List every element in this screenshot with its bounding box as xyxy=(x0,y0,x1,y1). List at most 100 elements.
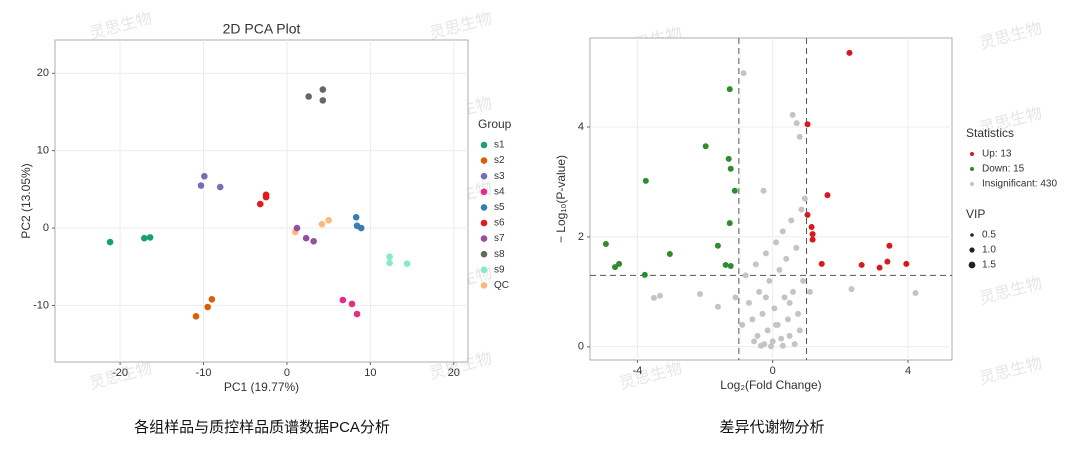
point xyxy=(795,310,802,317)
point xyxy=(781,294,788,301)
legend-label: Insignificant: 430 xyxy=(982,179,1057,190)
point xyxy=(757,342,764,349)
point xyxy=(208,296,216,303)
point xyxy=(818,260,825,267)
watermark: 灵思生物 xyxy=(977,274,1043,308)
watermark: 灵思生物 xyxy=(87,9,153,43)
legend-swatch xyxy=(480,235,488,242)
point xyxy=(106,238,114,246)
legend-swatch xyxy=(480,219,488,227)
point xyxy=(310,237,317,245)
point xyxy=(742,272,749,279)
legend-swatch xyxy=(480,250,488,258)
point xyxy=(762,250,769,257)
point xyxy=(762,294,769,301)
caption: 差异代谢物分析 xyxy=(719,419,824,436)
point xyxy=(353,310,361,318)
legend-label: s8 xyxy=(494,249,505,260)
legend-label: Up: 13 xyxy=(982,149,1012,160)
legend-swatch xyxy=(480,172,488,180)
point xyxy=(714,242,721,249)
legend-swatch xyxy=(970,182,974,186)
caption: 各组样品与质控样品质谱数据PCA分析 xyxy=(134,419,390,436)
point xyxy=(796,327,803,334)
x-axis-label: PC1 (19.77%) xyxy=(224,380,299,394)
point xyxy=(201,172,208,180)
y-axis-label: − Log₁₀(P-value) xyxy=(554,155,568,243)
x-tick-label: 10 xyxy=(364,367,376,379)
point xyxy=(809,231,816,238)
point xyxy=(348,300,356,308)
point xyxy=(325,217,332,224)
legend-label: QC xyxy=(494,280,509,291)
point xyxy=(783,255,790,262)
point xyxy=(786,332,793,339)
x-tick-label: 20 xyxy=(448,367,460,379)
point xyxy=(702,143,709,150)
point xyxy=(798,206,805,213)
plot-panel xyxy=(54,39,469,363)
point xyxy=(305,93,312,100)
point xyxy=(756,288,763,295)
legend-label: s4 xyxy=(494,186,505,197)
watermark: 灵思生物 xyxy=(427,9,493,43)
point xyxy=(912,289,919,296)
x-tick-label: 4 xyxy=(905,365,911,377)
point xyxy=(768,343,774,350)
legend-swatch xyxy=(480,141,488,149)
legend-title: VIP xyxy=(966,207,985,221)
point xyxy=(773,321,780,328)
x-tick-label: 0 xyxy=(770,365,776,377)
legend-swatch xyxy=(480,282,488,289)
point xyxy=(808,224,815,231)
chart-title: 2D PCA Plot xyxy=(223,21,301,37)
point xyxy=(666,250,673,257)
point xyxy=(759,310,766,317)
point xyxy=(731,187,738,194)
point xyxy=(778,335,785,342)
point xyxy=(791,341,798,348)
point xyxy=(793,120,800,127)
point xyxy=(650,294,657,301)
point xyxy=(386,259,393,267)
point xyxy=(886,242,893,249)
point xyxy=(319,97,327,104)
point xyxy=(884,258,891,265)
legend-swatch xyxy=(480,266,488,274)
legend-label: s5 xyxy=(494,202,505,213)
y-tick-label: 0 xyxy=(578,341,584,353)
legend-label: s3 xyxy=(494,171,505,182)
point xyxy=(318,220,326,228)
point xyxy=(800,277,807,284)
point xyxy=(779,228,786,235)
legend-label: s1 xyxy=(494,140,505,151)
point xyxy=(722,261,729,268)
legend-label: Down: 15 xyxy=(982,164,1025,175)
point xyxy=(732,294,739,301)
point xyxy=(262,193,270,201)
point xyxy=(876,264,883,271)
point xyxy=(612,264,619,271)
point xyxy=(824,192,831,199)
y-tick-label: 0 xyxy=(43,222,49,234)
point xyxy=(796,133,803,140)
watermark: 灵思生物 xyxy=(977,19,1043,53)
point xyxy=(846,49,853,56)
point xyxy=(769,338,776,345)
plot-panel xyxy=(589,37,953,361)
point xyxy=(727,263,734,270)
legend-label: 0.5 xyxy=(982,230,996,241)
legend-label: 1.0 xyxy=(982,245,996,256)
y-tick-label: 10 xyxy=(37,145,49,157)
legend-label: s6 xyxy=(494,218,505,229)
point xyxy=(764,327,771,334)
point xyxy=(602,241,609,248)
point xyxy=(616,260,623,267)
legend-title: Statistics xyxy=(966,126,1014,140)
point xyxy=(754,332,761,339)
point xyxy=(801,195,808,202)
point xyxy=(357,224,365,232)
point xyxy=(642,177,649,184)
point xyxy=(293,224,301,232)
legend-label: 1.5 xyxy=(982,260,996,271)
